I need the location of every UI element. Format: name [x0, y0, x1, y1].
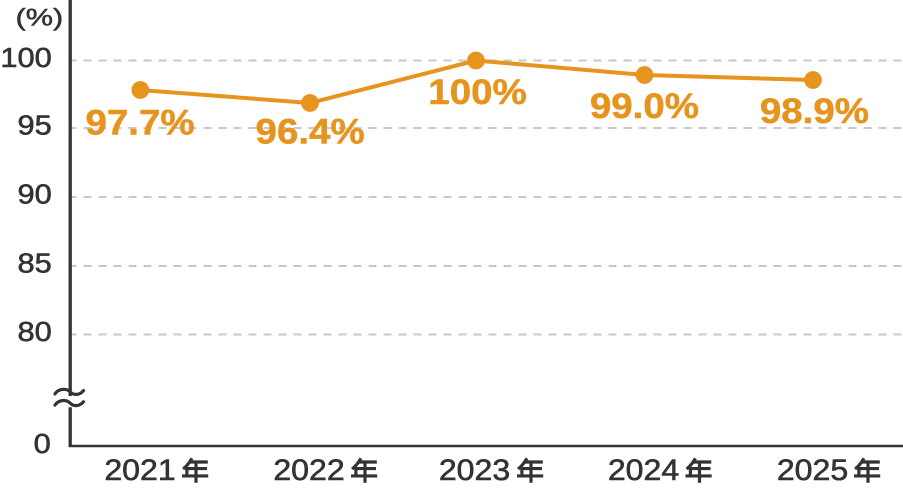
svg-text:99.0%: 99.0%	[590, 87, 699, 126]
svg-text:98.9%: 98.9%	[760, 92, 869, 131]
svg-text:2022: 2022	[273, 453, 344, 487]
svg-text:80: 80	[17, 316, 51, 347]
svg-text:96.4%: 96.4%	[256, 112, 365, 151]
svg-text:2021: 2021	[104, 453, 175, 487]
svg-text:100: 100	[0, 42, 51, 73]
svg-text:95: 95	[17, 110, 51, 141]
svg-text:2023: 2023	[439, 453, 510, 487]
svg-text:85: 85	[17, 248, 51, 279]
svg-text:2024: 2024	[608, 453, 679, 487]
svg-text:97.7%: 97.7%	[85, 103, 194, 142]
svg-text:(%): (%)	[16, 4, 64, 31]
svg-text:0: 0	[34, 428, 51, 459]
svg-text:100%: 100%	[428, 72, 526, 111]
svg-text:2025: 2025	[777, 453, 848, 487]
svg-text:90: 90	[17, 179, 51, 210]
